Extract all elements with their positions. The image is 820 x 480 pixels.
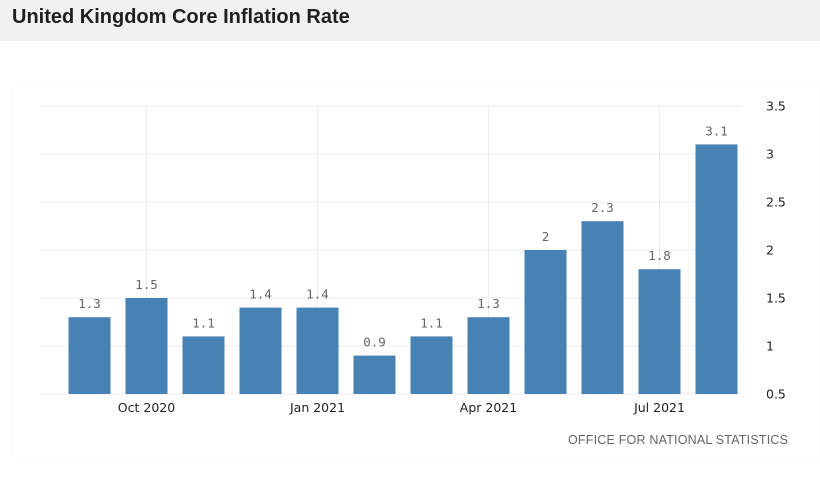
data-label: 1.4 — [306, 287, 329, 302]
bar — [182, 336, 225, 394]
chart-panel — [13, 84, 819, 460]
bar — [467, 317, 510, 394]
bar — [125, 298, 168, 394]
y-tick-label: 3.5 — [766, 99, 786, 114]
source-label: OFFICE FOR NATIONAL STATISTICS — [568, 433, 789, 447]
data-label: 1.5 — [135, 277, 158, 292]
bar — [410, 336, 453, 394]
data-label: 1.3 — [78, 296, 101, 311]
bar — [524, 250, 567, 394]
data-label: 1.1 — [192, 315, 215, 330]
y-tick-label: 2.5 — [766, 195, 786, 210]
y-tick-label: 2 — [766, 243, 774, 258]
x-tick-label: Oct 2020 — [118, 400, 175, 415]
data-label: 1.1 — [420, 315, 443, 330]
data-label: 0.9 — [363, 335, 386, 350]
y-tick-label: 0.5 — [766, 387, 786, 402]
data-label: 1.8 — [648, 248, 671, 263]
data-label: 2 — [542, 229, 550, 244]
bar — [239, 307, 282, 394]
header-bar: United Kingdom Core Inflation Rate — [0, 0, 820, 41]
y-tick-label: 1.5 — [766, 291, 786, 306]
bar — [638, 269, 681, 394]
y-tick-label: 3 — [766, 147, 774, 162]
x-tick-label: Jan 2021 — [289, 400, 345, 415]
bar — [695, 144, 738, 394]
y-tick-label: 1 — [766, 339, 774, 354]
x-tick-label: Apr 2021 — [460, 400, 517, 415]
bar — [581, 221, 624, 394]
data-label: 1.4 — [249, 287, 272, 302]
x-tick-label: Jul 2021 — [633, 400, 685, 415]
data-label: 3.1 — [705, 123, 728, 138]
data-label: 1.3 — [477, 296, 500, 311]
bar — [296, 307, 339, 394]
bar — [353, 355, 396, 394]
data-label: 2.3 — [591, 200, 614, 215]
bar — [68, 317, 111, 394]
page-title: United Kingdom Core Inflation Rate — [12, 6, 350, 28]
